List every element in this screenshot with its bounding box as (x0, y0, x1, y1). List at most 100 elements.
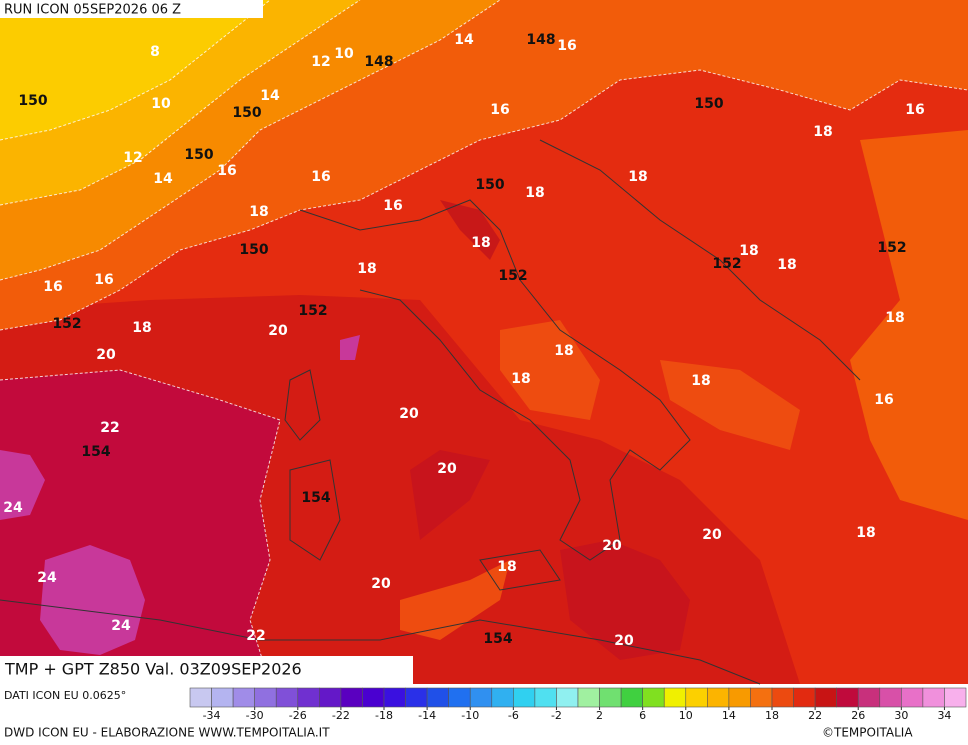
colorbar-swatch (513, 687, 536, 708)
temperature-label: 10 (334, 46, 354, 62)
temperature-label: 12 (123, 150, 142, 166)
colorbar-tick-label: 10 (679, 709, 693, 722)
colorbar-swatch (189, 687, 212, 708)
temperature-label: 18 (357, 261, 376, 277)
geopotential-label: 148 (364, 54, 393, 70)
colorbar-swatch (232, 687, 255, 708)
colorbar-swatch (383, 687, 406, 708)
geopotential-label: 152 (498, 268, 527, 284)
colorbar-swatch (534, 687, 557, 708)
temperature-label: 20 (96, 347, 116, 363)
temperature-label: 18 (856, 525, 875, 541)
temperature-label: 16 (383, 198, 402, 214)
colorbar-tick-label: -34 (203, 709, 221, 722)
temperature-label: 16 (311, 169, 330, 185)
product-label: TMP + GPT Z850 Val. 03Z09SEP2026 (4, 660, 302, 679)
colorbar-tick-label: -22 (332, 709, 350, 722)
temperature-label: 8 (150, 44, 160, 60)
temperature-label: 14 (260, 88, 280, 104)
temp-area (560, 540, 690, 660)
temperature-label: 16 (905, 102, 924, 118)
coastline (479, 549, 561, 591)
colorbar-tick-label: -26 (289, 709, 307, 722)
colorbar-swatch (836, 687, 859, 708)
temp-area (410, 450, 490, 540)
colorbar-tick-label: -10 (461, 709, 479, 722)
run-box (0, 0, 263, 18)
colorbar-swatch (642, 687, 665, 708)
geopotential-label: 152 (877, 240, 906, 256)
temperature-label: 10 (151, 96, 171, 112)
colorbar-swatch (793, 687, 816, 708)
colorbar-tick-label: -2 (551, 709, 562, 722)
geopotential-label: 152 (712, 256, 741, 272)
geopotential-label: 150 (184, 147, 213, 163)
temperature-label: 18 (885, 310, 904, 326)
temp-area (40, 545, 145, 655)
colorbar-swatch (362, 687, 385, 708)
colorbar-swatch (901, 687, 924, 708)
colorbar-swatch (469, 687, 493, 708)
colorbar-swatch (556, 687, 579, 708)
coastline (539, 139, 861, 381)
copyright-label: ©TEMPOITALIA (822, 726, 913, 740)
colorbar-swatch (750, 687, 773, 708)
colorbar-swatch (814, 687, 837, 708)
temperature-label: 18 (525, 185, 544, 201)
colorbar-swatch (297, 687, 320, 708)
colorbar-swatch (728, 687, 751, 708)
colorbar-swatch (879, 687, 902, 708)
temperature-label: 16 (490, 102, 509, 118)
colorbar-tick-label: -14 (418, 709, 436, 722)
geopotential-label: 148 (526, 32, 555, 48)
geopotential-label: 150 (232, 105, 261, 121)
temp-area (340, 335, 360, 360)
colorbar-tick-label: 30 (894, 709, 908, 722)
colorbar-swatch (857, 687, 881, 708)
isotherm (0, 0, 271, 141)
colorbar-swatch (620, 687, 643, 708)
colorbar-swatch (319, 687, 342, 708)
temperature-label: 24 (3, 500, 23, 516)
temperature-label: 20 (371, 576, 391, 592)
geopotential-label: 152 (298, 303, 327, 319)
product-box (0, 656, 413, 684)
colorbar-tick-label: 14 (722, 709, 736, 722)
temperature-label: 24 (37, 570, 57, 586)
colorbar-tick-label: 26 (851, 709, 865, 722)
temp-area (0, 450, 45, 520)
temperature-label: 18 (132, 320, 151, 336)
colorbar-swatch (405, 687, 428, 708)
temperature-label: 18 (777, 257, 796, 273)
temperature-label: 16 (874, 392, 893, 408)
coastline (284, 369, 321, 441)
temperature-label: 14 (454, 32, 474, 48)
temperature-label: 20 (702, 527, 722, 543)
colorbar-swatch (599, 687, 622, 708)
colorbar-swatch (491, 687, 514, 708)
temperature-label: 22 (100, 420, 119, 436)
colorbar-swatch (922, 687, 945, 708)
colorbar-swatch (254, 687, 277, 708)
geopotential-label: 150 (239, 242, 268, 258)
geopotential-label: 150 (18, 93, 47, 109)
temperature-label: 18 (628, 169, 647, 185)
temperature-label: 14 (153, 171, 173, 187)
colorbar-swatch (577, 687, 600, 708)
geopotential-label: 154 (81, 444, 110, 460)
temperature-label: 16 (94, 272, 113, 288)
temperature-label: 22 (246, 628, 265, 644)
geopotential-label: 150 (475, 177, 504, 193)
colorbar-swatch (448, 687, 471, 708)
temp-area (0, 0, 270, 140)
temp-area (660, 360, 800, 450)
temperature-label: 18 (497, 559, 516, 575)
colorbar-swatch (340, 687, 363, 708)
temp-area (440, 200, 500, 260)
geopotential-label: 154 (483, 631, 512, 647)
geopotential-label: 154 (301, 490, 330, 506)
colorbar-tick-label: 34 (937, 709, 951, 722)
